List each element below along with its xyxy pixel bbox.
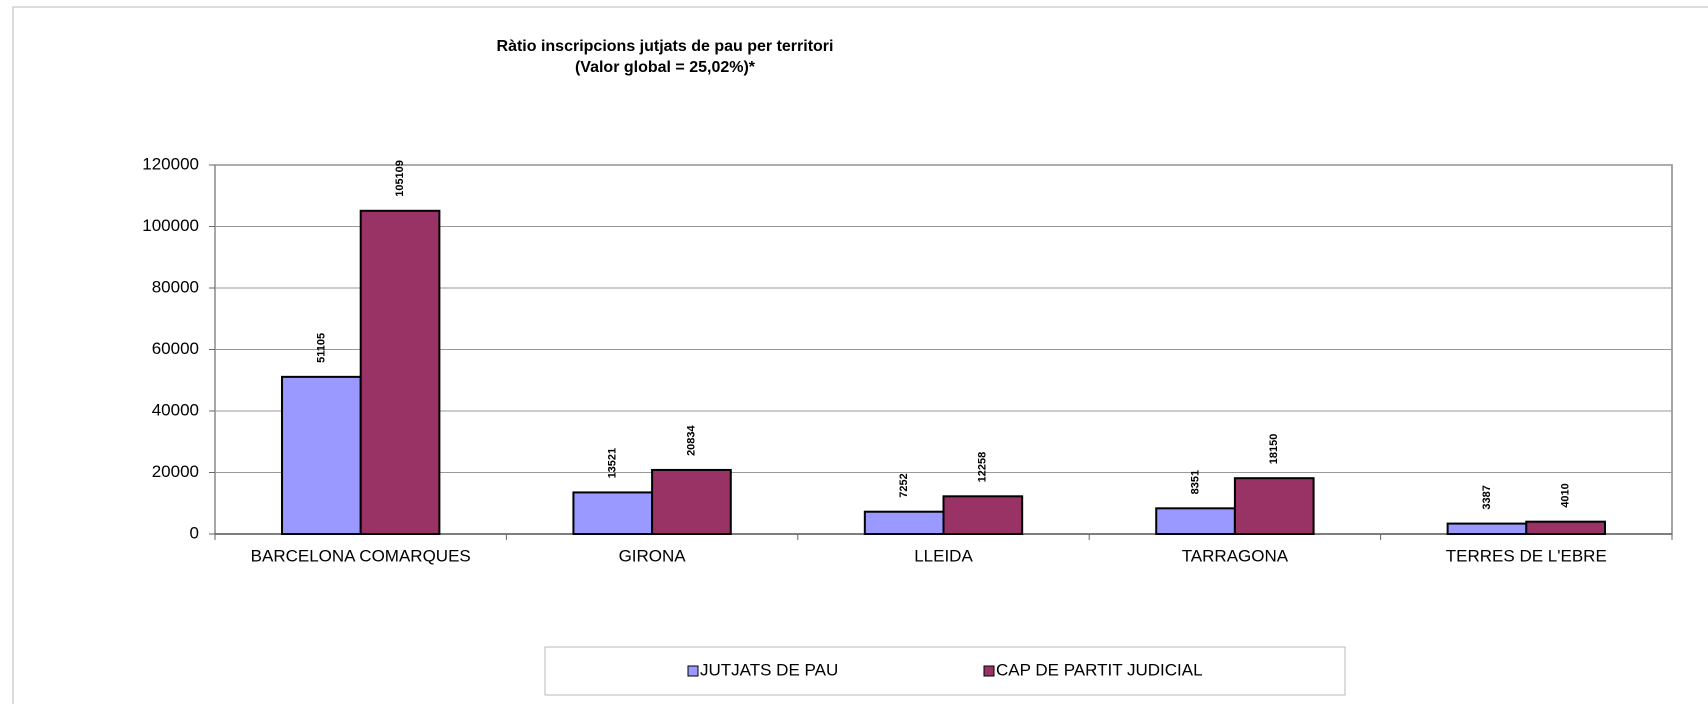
x-tick-label: LLEIDA bbox=[914, 546, 973, 565]
bar bbox=[281, 375, 362, 535]
x-tick-label: GIRONA bbox=[619, 546, 687, 565]
bar bbox=[572, 491, 654, 535]
value-label: 12258 bbox=[977, 452, 989, 483]
bar bbox=[359, 209, 441, 535]
value-label: 8351 bbox=[1189, 470, 1201, 494]
bar bbox=[1155, 507, 1236, 536]
chart-subtitle: (Valor global = 25,02%)* bbox=[575, 59, 756, 76]
y-tick-label: 20000 bbox=[152, 462, 199, 481]
bar bbox=[942, 495, 1024, 535]
chart-title: Ràtio inscripcions jutjats de pau per te… bbox=[497, 38, 834, 55]
y-tick-label: 100000 bbox=[142, 216, 199, 235]
bar bbox=[651, 468, 732, 536]
legend-swatch bbox=[687, 665, 699, 677]
bar bbox=[863, 510, 945, 536]
x-tick-label: BARCELONA COMARQUES bbox=[251, 546, 471, 565]
legend-label: JUTJATS DE PAU bbox=[700, 660, 838, 679]
value-label: 51105 bbox=[315, 333, 327, 363]
bar bbox=[1525, 520, 1606, 535]
value-label: 7252 bbox=[898, 473, 910, 497]
value-label: 3387 bbox=[1481, 485, 1493, 509]
value-label: 13521 bbox=[607, 448, 619, 479]
y-tick-label: 80000 bbox=[152, 277, 199, 296]
legend-swatch bbox=[983, 665, 995, 677]
value-label: 105109 bbox=[394, 160, 406, 197]
x-tick-label: TERRES DE L'EBRE bbox=[1446, 546, 1607, 565]
value-label: 20834 bbox=[685, 424, 697, 455]
x-tick-label: TARRAGONA bbox=[1182, 546, 1289, 565]
y-tick-label: 40000 bbox=[152, 400, 199, 419]
legend-box bbox=[544, 646, 1346, 696]
legend-label: CAP DE PARTIT JUDICIAL bbox=[996, 660, 1203, 679]
y-tick-label: 120000 bbox=[142, 154, 199, 173]
value-label: 18150 bbox=[1268, 434, 1280, 465]
y-tick-label: 60000 bbox=[152, 339, 199, 358]
bar bbox=[1233, 477, 1315, 535]
value-label: 4010 bbox=[1560, 483, 1572, 507]
y-tick-label: 0 bbox=[190, 523, 199, 542]
bar bbox=[1446, 522, 1528, 535]
